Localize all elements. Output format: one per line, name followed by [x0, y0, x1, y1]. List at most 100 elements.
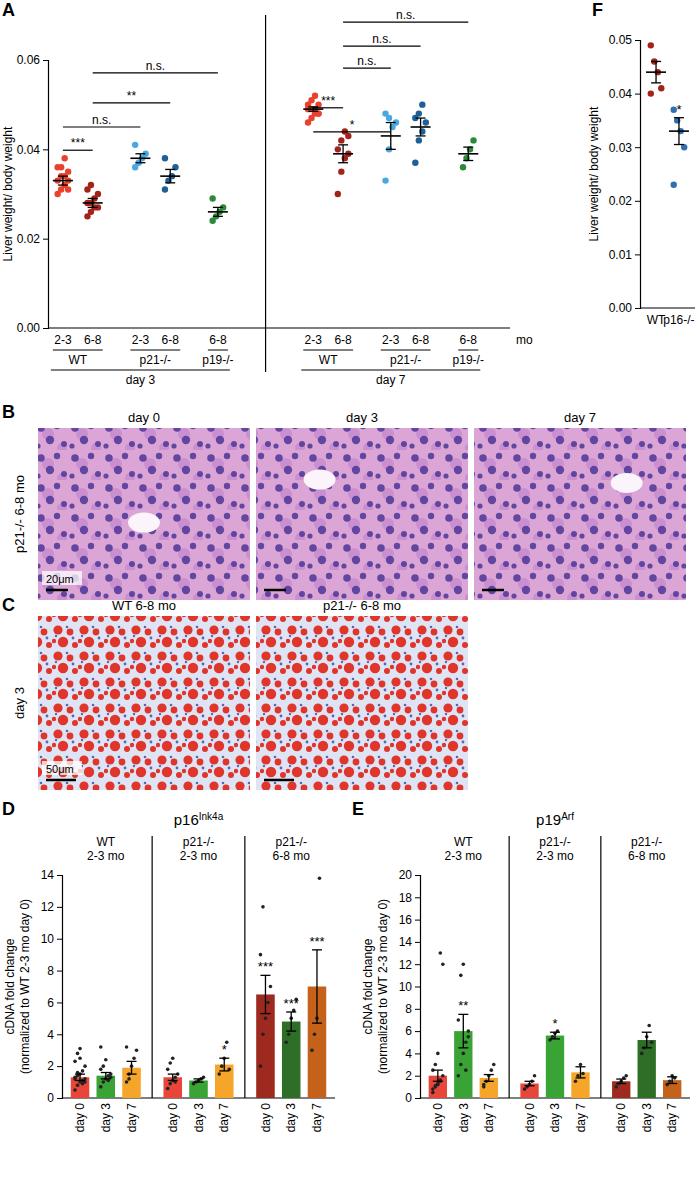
- error-cap: [213, 207, 223, 208]
- data-point: [459, 974, 463, 978]
- data-point: [99, 1045, 103, 1049]
- group-line: [208, 350, 228, 351]
- tick: 8: [47, 964, 62, 978]
- bar: [480, 1078, 498, 1098]
- data-point: [648, 42, 654, 48]
- scale-bar: [482, 589, 504, 592]
- data-point: [416, 110, 422, 116]
- data-point: [419, 101, 425, 107]
- data-point: [78, 1047, 82, 1051]
- error-cap: [550, 1038, 560, 1039]
- data-point: [310, 1048, 314, 1052]
- data-point: [73, 1088, 77, 1092]
- data-point: [671, 182, 677, 188]
- data-point: [441, 962, 445, 966]
- tick-label: 0.00: [609, 301, 633, 315]
- tick-label: 12: [399, 958, 413, 972]
- panel-label: C: [2, 595, 15, 615]
- scale-bar: [264, 779, 294, 782]
- row-label: day 3: [12, 687, 27, 719]
- x-tick-label: day 3: [99, 1103, 113, 1133]
- scale-bar-bg: [42, 571, 82, 585]
- x-tick-label: 6-8: [334, 333, 352, 347]
- data-point: [173, 1075, 177, 1079]
- data-point: [464, 1068, 468, 1072]
- error-bar: [105, 1073, 106, 1079]
- tick: 0: [405, 1091, 420, 1105]
- x-tick-label: 6-8: [162, 333, 180, 347]
- x-tick-label: day 7: [665, 1103, 679, 1133]
- error-cap: [338, 162, 348, 163]
- error-bar: [437, 1070, 438, 1081]
- data-point: [492, 1063, 496, 1067]
- x-tick-label: day 3: [284, 1103, 298, 1133]
- tick-mark: [415, 964, 420, 965]
- data-point: [574, 1079, 578, 1083]
- plot-area: [646, 42, 689, 188]
- tick: 2: [405, 1069, 420, 1083]
- error-cap: [463, 146, 473, 147]
- tick-label: 12: [41, 900, 55, 914]
- tick-label: 0: [405, 1091, 412, 1105]
- error-cap: [674, 144, 684, 145]
- tick-mark: [415, 875, 420, 876]
- tick: 0.00: [17, 321, 48, 335]
- error-cap: [458, 1014, 468, 1015]
- significance-label: *: [222, 1042, 227, 1057]
- data-point: [65, 168, 71, 174]
- tick: 12: [399, 958, 420, 972]
- data-point: [132, 142, 138, 148]
- group-label: p21-/-: [140, 353, 171, 367]
- error-cap: [651, 61, 661, 62]
- error-cap: [165, 182, 175, 183]
- plot-area: [429, 951, 682, 1098]
- significance-label: n.s.: [146, 59, 165, 73]
- x-tick-label: day 3: [640, 1103, 654, 1133]
- error-cap: [416, 135, 426, 136]
- error-bar: [217, 207, 218, 216]
- tick-mark: [415, 1031, 420, 1032]
- x-tick-label: day 7: [125, 1103, 139, 1133]
- tick-label: 14: [41, 868, 55, 882]
- data-point: [266, 1001, 270, 1005]
- error-bar: [554, 1032, 555, 1039]
- error-bar: [672, 1077, 673, 1084]
- x-tick-label: day 0: [166, 1103, 180, 1133]
- tick-mark: [57, 1002, 62, 1003]
- tick-label: 6: [47, 996, 54, 1010]
- data-point: [135, 1048, 139, 1052]
- error-bar: [468, 147, 469, 160]
- data-point: [125, 1080, 129, 1084]
- error-bar: [463, 1014, 464, 1047]
- group-line: [51, 370, 230, 371]
- group-label: p21-/-6-8 mo: [628, 835, 666, 863]
- data-point: [259, 953, 263, 957]
- significance-label: ***: [258, 959, 273, 974]
- error-cap: [127, 1073, 137, 1074]
- tick: 0.06: [17, 53, 48, 67]
- tick-mark: [635, 94, 640, 95]
- tick: 4: [47, 1028, 62, 1042]
- data-point: [81, 1069, 85, 1073]
- data-point: [576, 1074, 580, 1078]
- group-label: p21-/-: [390, 353, 421, 367]
- image-vessel: [128, 513, 160, 533]
- row-label: p21-/- 6-8 mo: [12, 475, 27, 553]
- error-cap: [458, 1047, 468, 1048]
- error-cap: [135, 162, 145, 163]
- data-point: [436, 1052, 440, 1056]
- tick-mark: [635, 147, 640, 148]
- error-bar: [291, 1012, 292, 1031]
- tick-mark: [635, 40, 640, 41]
- tick-label: 2: [405, 1069, 412, 1083]
- error-bar: [316, 950, 317, 1023]
- data-point: [650, 1040, 654, 1044]
- x-tick-label: day 7: [217, 1103, 231, 1133]
- data-point: [168, 1082, 172, 1086]
- data-point: [132, 1056, 136, 1060]
- data-point: [264, 1017, 268, 1021]
- bar: [520, 1084, 538, 1098]
- data-point: [467, 1035, 471, 1039]
- axis-line: [635, 41, 641, 309]
- error-bar: [655, 61, 656, 82]
